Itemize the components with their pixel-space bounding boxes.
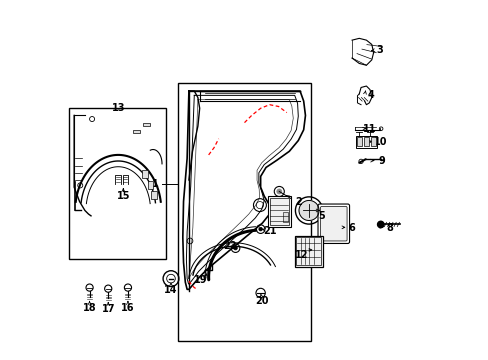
Bar (143, 123, 149, 126)
Bar (69, 108, 165, 259)
Text: 12: 12 (295, 250, 308, 260)
Text: 6: 6 (348, 224, 355, 233)
Bar (151, 192, 157, 199)
Text: 2: 2 (294, 197, 301, 207)
Text: 1: 1 (152, 179, 159, 189)
Bar (356, 137, 362, 146)
Text: 15: 15 (116, 191, 130, 201)
Bar (283, 212, 287, 222)
Circle shape (276, 189, 281, 194)
Text: 11: 11 (362, 124, 375, 134)
Bar (355, 135, 376, 148)
Bar (142, 170, 147, 178)
FancyBboxPatch shape (317, 204, 349, 243)
Text: 8: 8 (386, 223, 393, 233)
Bar (282, 210, 289, 224)
Text: 18: 18 (82, 303, 96, 313)
Text: 10: 10 (373, 137, 386, 147)
Circle shape (233, 246, 237, 250)
Circle shape (258, 227, 262, 231)
Bar (267, 196, 290, 226)
FancyBboxPatch shape (320, 207, 346, 241)
Text: 19: 19 (194, 275, 207, 285)
Text: 7: 7 (283, 220, 289, 230)
Text: 4: 4 (366, 90, 373, 100)
Bar (133, 130, 140, 134)
Text: 20: 20 (254, 296, 268, 306)
Bar (370, 137, 375, 146)
Text: 13: 13 (111, 103, 125, 113)
Bar (178, 83, 310, 341)
Bar (294, 235, 322, 267)
Text: 16: 16 (121, 303, 134, 313)
Text: 14: 14 (164, 285, 177, 295)
Bar (296, 237, 320, 265)
Text: 17: 17 (102, 304, 115, 314)
Text: 3: 3 (376, 45, 382, 55)
Text: 5: 5 (318, 211, 325, 221)
Circle shape (377, 221, 383, 228)
Text: 21: 21 (263, 226, 277, 236)
Text: 9: 9 (377, 156, 384, 166)
Circle shape (298, 201, 319, 221)
Bar (147, 181, 153, 189)
Bar (363, 137, 368, 146)
Text: 22: 22 (223, 241, 236, 251)
Bar (269, 198, 289, 225)
